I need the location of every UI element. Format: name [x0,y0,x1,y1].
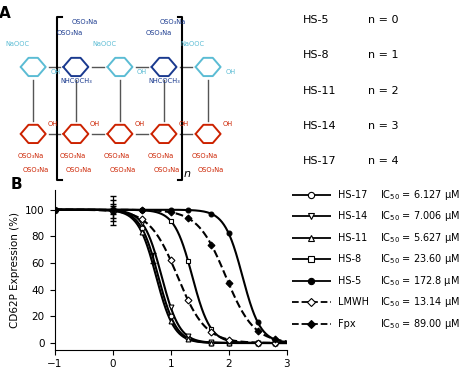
Text: OSO₃Na: OSO₃Na [159,19,186,25]
Text: OSO₃Na: OSO₃Na [17,153,44,159]
Text: n = 4: n = 4 [367,156,398,166]
Text: HS-14: HS-14 [302,121,336,131]
Text: IC$_{50}$ = 89.00 μM: IC$_{50}$ = 89.00 μM [380,317,460,331]
Text: A: A [0,6,11,20]
Text: HS-14: HS-14 [337,211,367,221]
Text: OSO₃Na: OSO₃Na [60,153,86,159]
Text: IC$_{50}$ = 172.8 μM: IC$_{50}$ = 172.8 μM [380,274,460,288]
Text: OSO₃Na: OSO₃Na [23,167,49,173]
Text: n = 1: n = 1 [367,50,398,60]
Text: HS-5: HS-5 [337,276,361,286]
Text: HS-17: HS-17 [302,156,336,166]
Text: OSO₃Na: OSO₃Na [65,167,92,173]
Text: IC$_{50}$ = 23.60 μM: IC$_{50}$ = 23.60 μM [380,252,460,266]
Text: OSO₃Na: OSO₃Na [148,153,174,159]
Text: OH: OH [134,122,144,128]
Text: LMWH: LMWH [337,298,369,308]
Text: Fpx: Fpx [337,319,356,329]
Text: OSO₃Na: OSO₃Na [109,167,136,173]
Text: OH: OH [90,122,100,128]
Text: OSO₃Na: OSO₃Na [192,153,219,159]
Text: n = 2: n = 2 [367,86,398,96]
Text: HS-17: HS-17 [337,189,367,199]
Text: NaOOC: NaOOC [92,41,116,46]
Text: HS-11: HS-11 [302,86,336,96]
Text: HS-5: HS-5 [302,15,329,25]
Text: NaOOC: NaOOC [181,41,204,46]
Text: IC$_{50}$ = 13.14 μM: IC$_{50}$ = 13.14 μM [380,295,460,310]
Text: OH: OH [178,122,188,128]
Text: OH: OH [222,122,232,128]
Text: HS-11: HS-11 [337,233,367,243]
Text: n = 3: n = 3 [367,121,398,131]
Text: IC$_{50}$ = 5.627 μM: IC$_{50}$ = 5.627 μM [380,231,460,245]
Text: n = 0: n = 0 [367,15,398,25]
Text: NHCOCH₃: NHCOCH₃ [60,78,91,84]
Text: IC$_{50}$ = 7.006 μM: IC$_{50}$ = 7.006 μM [380,209,460,223]
Text: OSO₃Na: OSO₃Na [154,167,180,173]
Text: NHCOCH₃: NHCOCH₃ [148,78,180,84]
Text: OH: OH [50,70,60,76]
Text: NaOOC: NaOOC [6,41,29,46]
Text: OH: OH [47,122,57,128]
Text: HS-8: HS-8 [302,50,329,60]
Text: IC$_{50}$ = 6.127 μM: IC$_{50}$ = 6.127 μM [380,187,460,202]
Text: OSO₃Na: OSO₃Na [145,31,172,36]
Y-axis label: CD62P Expression (%): CD62P Expression (%) [9,212,19,328]
Text: OSO₃Na: OSO₃Na [57,31,83,36]
Text: OSO₃Na: OSO₃Na [104,153,130,159]
Text: OSO₃Na: OSO₃Na [71,19,98,25]
Text: OSO₃Na: OSO₃Na [198,167,224,173]
Text: OH: OH [225,70,235,76]
Text: n: n [184,169,191,179]
Text: B: B [10,177,22,192]
Text: HS-8: HS-8 [337,254,361,264]
Text: OH: OH [137,70,147,76]
